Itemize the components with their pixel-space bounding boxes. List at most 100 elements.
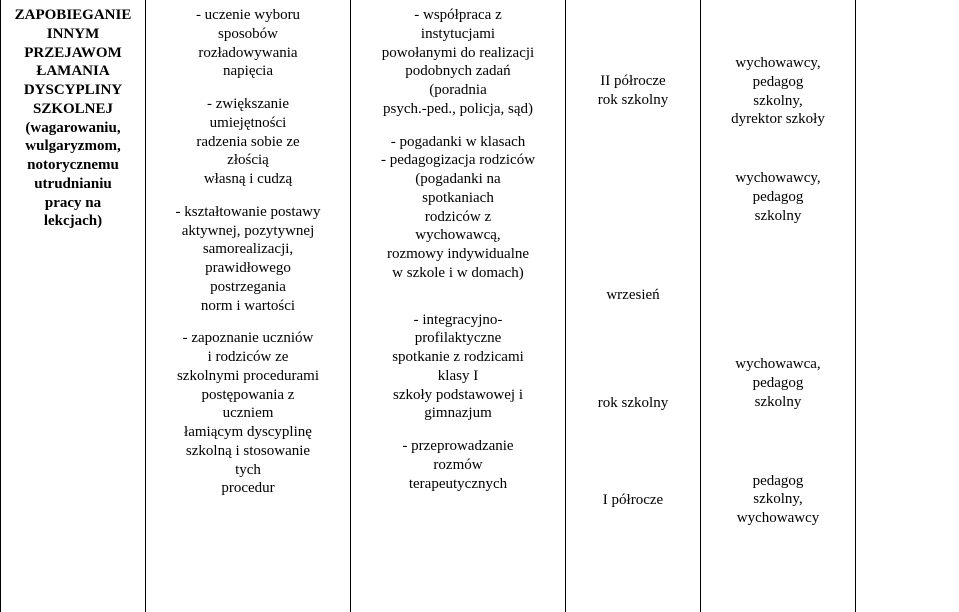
text-line: rozładowywania [198, 45, 297, 61]
text-line: I półrocze [603, 492, 663, 508]
content-table: ZAPOBIEGANIE INNYM PRZEJAWOM ŁAMANIA DYS… [0, 0, 959, 612]
text-line: szkolnymi procedurami [177, 368, 319, 384]
text-line: szkolny, [753, 491, 802, 507]
title-line: INNYM [47, 26, 100, 42]
text-line: - przeprowadzanie [402, 438, 513, 454]
text-line: złością [227, 152, 269, 168]
text-line: profilaktyczne [415, 330, 502, 346]
action-block: - zwiększanie umiejętności radzenia sobi… [152, 95, 344, 189]
text-line: (pogadanki na [415, 171, 500, 187]
text-line: radzenia sobie ze [196, 134, 299, 150]
title-paren-line: (wagarowaniu, [25, 120, 120, 136]
responsible-block: pedagog szkolny, wychowawcy [707, 472, 849, 528]
text-line: rozmów [433, 457, 482, 473]
text-line: - pogadanki w klasach [391, 134, 526, 150]
page: ZAPOBIEGANIE INNYM PRZEJAWOM ŁAMANIA DYS… [0, 0, 959, 612]
timing-block: rok szkolny [572, 394, 694, 413]
text-line: (poradnia [429, 82, 486, 98]
text-line: spotkanie z rodzicami [392, 349, 524, 365]
table-row: ZAPOBIEGANIE INNYM PRZEJAWOM ŁAMANIA DYS… [1, 0, 959, 612]
responsible-cell: wychowawcy, pedagog szkolny, dyrektor sz… [701, 0, 856, 612]
text-line: szkolny, [753, 93, 802, 109]
text-line: szkolną i stosowanie [186, 443, 310, 459]
text-line: rok szkolny [598, 395, 668, 411]
responsible-block: wychowawcy, pedagog szkolny, dyrektor sz… [707, 54, 849, 129]
text-line: samorealizacji, [203, 241, 293, 257]
text-line: napięcia [223, 63, 273, 79]
empty-cell [856, 0, 959, 612]
method-block: - integracyjno- profilaktyczne spotkanie… [357, 311, 559, 424]
text-line: wrzesień [606, 287, 659, 303]
text-line: powołanymi do realizacji [382, 45, 534, 61]
text-line: postępowania z [202, 387, 295, 403]
title-line: DYSCYPLINY [24, 82, 122, 98]
text-line: w szkole i w domach) [392, 265, 524, 281]
text-line: pedagog [753, 473, 804, 489]
title-line: PRZEJAWOM [24, 45, 122, 61]
text-line: pedagog [753, 189, 804, 205]
text-line: prawidłowego [205, 260, 291, 276]
text-line: - pedagogizacja rodziców [381, 152, 535, 168]
title-paren-line: wulgaryzmom, [25, 138, 120, 154]
method-block: - współpraca z instytucjami powołanymi d… [357, 6, 559, 119]
text-line: norm i wartości [201, 298, 295, 314]
title-line: ZAPOBIEGANIE [15, 7, 132, 23]
text-line: - zapoznanie uczniów [183, 330, 314, 346]
text-line: - współpraca z [414, 7, 501, 23]
text-line: gimnazjum [424, 405, 492, 421]
text-line: - integracyjno- [414, 312, 503, 328]
text-line: spotkaniach [422, 190, 494, 206]
text-line: łamiącym dyscyplinę [184, 424, 312, 440]
text-line: - zwiększanie [207, 96, 289, 112]
text-line: postrzegania [210, 279, 286, 295]
row-header-title: ZAPOBIEGANIE INNYM PRZEJAWOM ŁAMANIA DYS… [7, 6, 139, 231]
title-line: SZKOLNEJ [33, 101, 113, 117]
text-line: - kształtowanie postawy [176, 204, 321, 220]
timing-cell: II półrocze rok szkolny wrzesień rok szk… [566, 0, 701, 612]
text-line: i rodziców ze [208, 349, 289, 365]
text-line: - uczenie wyboru [196, 7, 300, 23]
text-line: szkoły podstawowej i [393, 387, 523, 403]
timing-block: wrzesień [572, 286, 694, 305]
text-line: szkolny [755, 208, 802, 224]
text-line: wychowawcy, [735, 55, 820, 71]
text-line: aktywnej, pozytywnej [182, 223, 314, 239]
text-line: rodziców z [425, 209, 491, 225]
method-block: - przeprowadzanie rozmów terapeutycznych [357, 437, 559, 493]
text-line: II półrocze [600, 73, 665, 89]
methods-cell: - współpraca z instytucjami powołanymi d… [351, 0, 566, 612]
text-line: pedagog [753, 74, 804, 90]
timing-block: II półrocze rok szkolny [572, 72, 694, 110]
text-line: rok szkolny [598, 92, 668, 108]
action-block: - kształtowanie postawy aktywnej, pozyty… [152, 203, 344, 316]
title-paren-line: pracy na [45, 195, 101, 211]
title-paren-line: lekcjach) [44, 213, 102, 229]
text-line: szkolny [755, 394, 802, 410]
title-line: ŁAMANIA [36, 63, 109, 79]
text-line: rozmowy indywidualne [387, 246, 529, 262]
title-paren-line: notorycznemu [27, 157, 119, 173]
text-line: wychowawcy, [735, 170, 820, 186]
text-line: pedagog [753, 375, 804, 391]
timing-block: I półrocze [572, 491, 694, 510]
responsible-block: wychowawcy, pedagog szkolny [707, 169, 849, 225]
action-block: - uczenie wyboru sposobów rozładowywania… [152, 6, 344, 81]
responsible-block: wychowawca, pedagog szkolny [707, 355, 849, 411]
text-line: instytucjami [421, 26, 495, 42]
actions-cell: - uczenie wyboru sposobów rozładowywania… [146, 0, 351, 612]
method-block: - pogadanki w klasach - pedagogizacja ro… [357, 133, 559, 283]
text-line: wychowawcą, [415, 227, 500, 243]
row-header-cell: ZAPOBIEGANIE INNYM PRZEJAWOM ŁAMANIA DYS… [1, 0, 146, 612]
text-line: klasy I [438, 368, 478, 384]
text-line: podobnych zadań [405, 63, 510, 79]
text-line: dyrektor szkoły [731, 111, 825, 127]
text-line: terapeutycznych [409, 476, 507, 492]
text-line: wychowawca, [735, 356, 820, 372]
text-line: uczniem [223, 405, 274, 421]
text-line: psych.-ped., policja, sąd) [383, 101, 533, 117]
action-block: - zapoznanie uczniów i rodziców ze szkol… [152, 329, 344, 498]
text-line: procedur [221, 480, 274, 496]
text-line: umiejętności [210, 115, 287, 131]
text-line: tych [235, 462, 261, 478]
text-line: wychowawcy [737, 510, 819, 526]
